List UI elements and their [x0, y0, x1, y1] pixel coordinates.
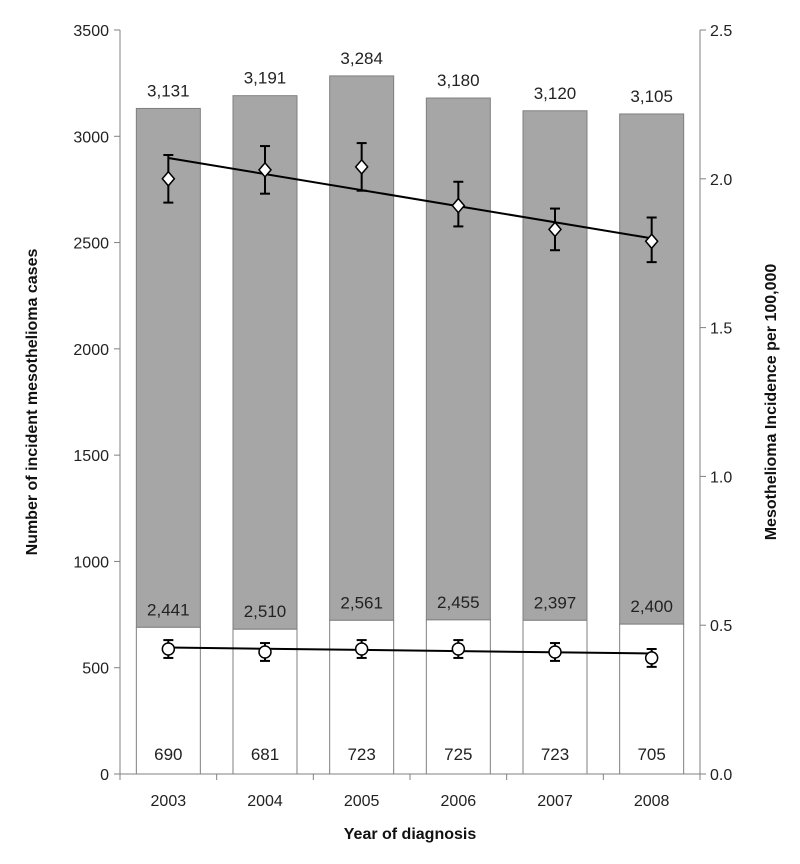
total-label-2008: 3,105 — [630, 87, 673, 106]
x-tick-label-2003: 2003 — [151, 793, 187, 810]
y-left-tick-label-1000: 1000 — [73, 554, 109, 571]
y-axis-right-title: Mesothelioma Incidence per 100,000 — [763, 264, 780, 541]
y-left-tick-label-2000: 2000 — [73, 342, 109, 359]
x-tick-label-2007: 2007 — [537, 793, 573, 810]
point-diamond-2008 — [644, 233, 659, 250]
y-left-tick-label-0: 0 — [100, 767, 109, 784]
bottom-label-2004: 681 — [251, 745, 279, 764]
y-right-tick-label-0.0: 0.0 — [710, 767, 732, 784]
upper-label-2007: 2,397 — [534, 593, 577, 612]
axes-group: 0 500 1000 1500 2000 2500 3000 3500 0.0 0.5 1.0 1.5… — [73, 23, 732, 810]
total-label-2007: 3,120 — [534, 84, 577, 103]
y-left-tick-label-1500: 1500 — [73, 448, 109, 465]
x-tick-label-2008: 2008 — [634, 793, 670, 810]
total-label-2006: 3,180 — [437, 71, 480, 90]
upper-label-2003: 2,441 — [147, 600, 190, 619]
x-tick-label-2006: 2006 — [441, 793, 477, 810]
y-right-tick-label-0.5: 0.5 — [710, 618, 732, 635]
bottom-label-2007: 723 — [541, 745, 569, 764]
point-circle-2003 — [161, 642, 176, 656]
bar-upper-2006 — [425, 97, 491, 621]
bottom-label-2005: 723 — [347, 745, 375, 764]
y-left-tick-label-3000: 3000 — [73, 129, 109, 146]
point-diamond-2005 — [354, 158, 369, 176]
point-circle-2004 — [258, 645, 272, 659]
y-left-tick-label-3500: 3500 — [73, 23, 109, 40]
point-circle-2006 — [451, 642, 466, 656]
upper-label-2006: 2,455 — [437, 593, 480, 612]
bottom-label-2008: 705 — [637, 745, 665, 764]
point-diamond-2006 — [451, 197, 466, 214]
point-diamond-2003 — [161, 170, 176, 187]
trend-lines-group — [161, 142, 659, 668]
bar-upper-2007 — [522, 110, 588, 621]
bottom-label-2006: 725 — [444, 745, 472, 764]
y-right-tick-label-2.0: 2.0 — [710, 172, 732, 189]
trend-line-diamond — [168, 156, 652, 240]
upper-label-2005: 2,561 — [340, 593, 383, 612]
total-label-2005: 3,284 — [340, 49, 383, 68]
point-circle-2005 — [354, 642, 369, 656]
total-label-2004: 3,191 — [244, 69, 287, 88]
y-axis-left-title: Number of incident mesothelioma cases — [24, 249, 41, 556]
x-tick-label-2005: 2005 — [344, 793, 380, 810]
upper-label-2008: 2,400 — [630, 597, 673, 616]
bar-upper-2008 — [619, 113, 685, 625]
y-right-tick-label-1.5: 1.5 — [710, 321, 732, 338]
bars-group — [135, 75, 685, 775]
point-diamond-2004 — [258, 161, 272, 179]
data-labels-group: 3,131 2,441 690 3,191 2,510 681 3,284 2,561 723 3… — [147, 49, 673, 764]
upper-label-2004: 2,510 — [244, 602, 287, 621]
trend-line-circle — [168, 646, 652, 655]
point-circle-2008 — [644, 651, 659, 665]
y-left-tick-label-500: 500 — [82, 661, 109, 678]
y-right-tick-label-1.0: 1.0 — [710, 469, 732, 486]
point-circle-2007 — [548, 645, 562, 659]
point-diamond-2007 — [548, 221, 562, 238]
x-tick-label-2004: 2004 — [247, 793, 283, 810]
y-right-tick-label-2.5: 2.5 — [710, 23, 732, 40]
y-left-tick-label-2500: 2500 — [73, 236, 109, 253]
bottom-label-2003: 690 — [154, 745, 182, 764]
x-axis-title: Year of diagnosis — [344, 826, 477, 843]
total-label-2003: 3,131 — [147, 81, 190, 100]
